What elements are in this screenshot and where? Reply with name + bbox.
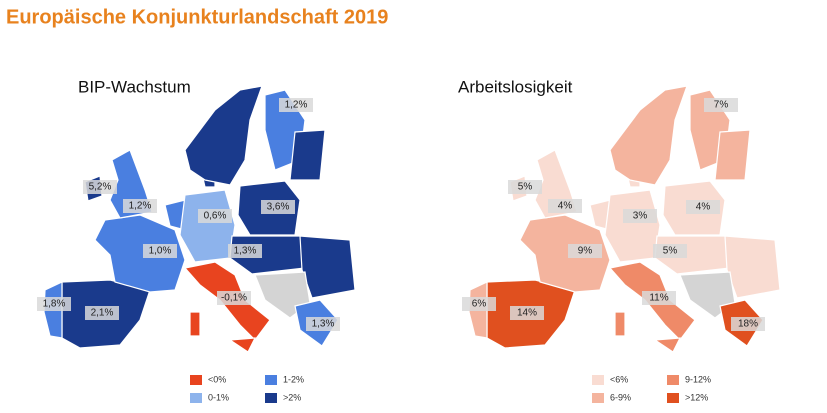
label-box [731,317,765,331]
label-box [704,98,738,112]
label-box [548,199,582,213]
country [653,337,682,353]
label-box [642,291,676,305]
map-label: 1,2% [285,100,308,111]
legend-label: >12% [685,392,708,402]
legend-swatch [667,375,679,385]
legend-label: <0% [208,374,226,384]
label-box [508,180,542,194]
legend-label: 6-9% [610,392,631,402]
map-title: BIP-Wachstum [78,77,191,96]
country [228,337,257,353]
map-label: 14% [517,308,537,319]
map-label: 0,6% [204,211,227,222]
country [189,311,201,337]
country [94,214,186,293]
page-title: Europäische Konjunkturlandschaft 2019 [6,6,388,28]
label-box [217,291,251,305]
map-title: Arbeitslosigkeit [458,77,573,96]
map-label: 3% [633,211,648,222]
map-label: -0,1% [221,293,247,304]
country [609,85,688,186]
country [724,235,781,299]
legend-swatch [265,375,277,385]
map-label: 5% [518,182,533,193]
legend-label: >2% [283,392,301,402]
label-box [568,244,602,258]
map-label: 18% [738,319,758,330]
label-box [261,200,295,214]
label-box [686,200,720,214]
label-box [143,244,177,258]
label-box [123,199,157,213]
legend-label: 9-12% [685,374,711,384]
legend-swatch [592,393,604,403]
map-label: 1,2% [129,201,152,212]
map-label: 3,6% [267,202,290,213]
map-label: 11% [649,293,668,304]
map-label: 1,3% [234,246,257,257]
map-label: 9% [578,246,593,257]
label-box [653,244,687,258]
label-box [85,306,119,320]
legend-swatch [592,375,604,385]
maps: 1,2% 5,2% 1,2% 0,6% 3,6% 1,0% 1,3% -0,1% 1,8% 2,1… [37,85,781,403]
country [289,129,326,181]
country [614,311,626,337]
map-label: 5% [663,246,678,257]
legend-swatch [667,393,679,403]
country [179,189,236,263]
label-box [37,297,71,311]
map-label: 4% [696,202,711,213]
label-box [279,98,313,112]
label-box [623,209,657,223]
map: 7% 5% 4% 3% 4% 9% 5% 11% 6% 14% 18% [462,85,781,353]
map-label: 4% [558,201,573,212]
label-box [83,180,117,194]
legend-label: <6% [610,374,628,384]
legend-swatch [190,375,202,385]
legend-label: 0-1% [208,392,229,402]
country [519,214,611,293]
legend-label: 1-2% [283,374,304,384]
map-label: 1,0% [149,246,172,257]
map-label: 1,8% [43,299,66,310]
label-box [462,297,496,311]
legend-swatch [190,393,202,403]
country [604,189,661,263]
map: 1,2% 5,2% 1,2% 0,6% 3,6% 1,0% 1,3% -0,1% 1,8% 2,1… [37,85,356,353]
label-box [510,306,544,320]
map-label: 6% [472,299,487,310]
label-box [306,317,340,331]
label-box [228,244,262,258]
map-label: 1,3% [312,319,335,330]
map-label: 2,1% [91,308,114,319]
map-label: 5,2% [89,182,112,193]
map-label: 7% [714,100,729,111]
country [184,85,263,186]
country [299,235,356,299]
label-box [198,209,232,223]
legend-swatch [265,393,277,403]
country [714,129,751,181]
